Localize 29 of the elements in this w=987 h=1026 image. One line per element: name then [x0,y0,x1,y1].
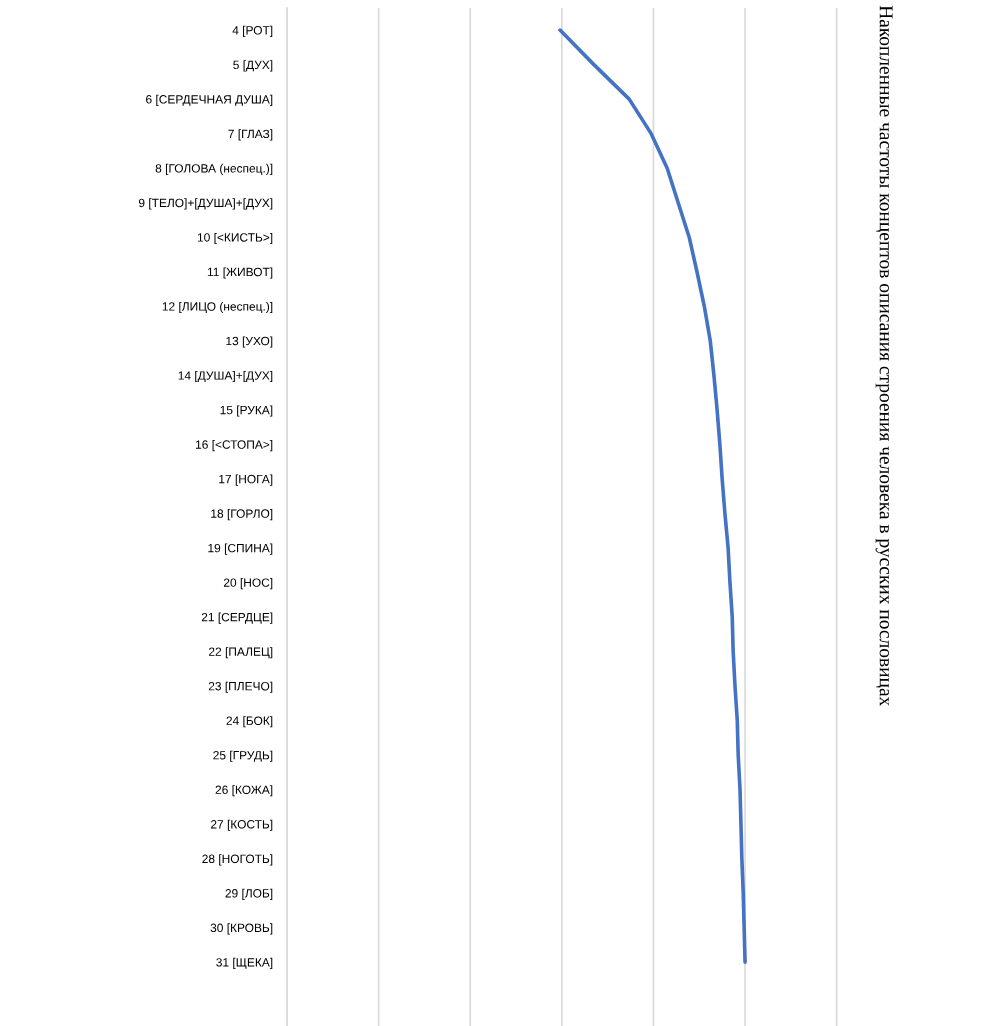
y-tick-label: 16 [<СТОПА>] [196,440,273,452]
y-tick-label: 5 [ДУХ] [233,60,273,72]
y-tick-label: 26 [КОЖА] [215,785,273,797]
y-tick-label: 15 [РУКА] [220,405,273,417]
y-tick-label: 14 [ДУША]+[ДУХ] [178,370,273,383]
y-tick-label: 20 [НОС] [223,578,273,590]
y-tick-label: 6 [СЕРДЕЧНАЯ ДУША] [146,94,273,106]
y-tick-label: 23 [ПЛЕЧО] [208,681,273,693]
y-tick-label: 19 [СПИНА] [208,543,273,555]
text: Накопленные частоты концептов описания строения человека в русских пословицах [875,5,893,707]
y-tick-label: 21 [СЕРДЦЕ] [201,612,273,624]
y-tick-label: 17 [НОГА] [219,474,273,486]
y-tick-label: 18 [ГОРЛО] [211,509,273,521]
y-tick-label: 11 [ЖИВОТ] [207,267,273,279]
y-tick-label: 29 [ЛОБ] [225,888,273,900]
y-tick-label: 24 [БОК] [226,716,273,728]
y-tick-label: 8 [ГОЛОВА (неспец.)] [155,163,273,175]
y-tick-label: 28 [НОГОТЬ] [202,854,273,866]
y-tick-label: 27 [КОСТЬ] [211,819,273,831]
y-tick-label: 30 [КРОВЬ] [210,923,273,935]
y-tick-label: 9 [ТЕЛО]+[ДУША]+[ДУХ] [138,198,273,210]
y-tick-label: 31 [ЩЕКА] [216,957,273,969]
y-tick-label: 13 [УХО] [226,336,273,348]
y-tick-label: 12 [ЛИЦО (неспец.)] [162,301,273,314]
y-tick-label: 25 [ГРУДЬ] [213,750,273,762]
y-tick-label: 10 [<КИСТЬ>] [197,232,273,245]
y-tick-label: 7 [ГЛАЗ] [228,129,273,141]
y-tick-label: 22 [ПАЛЕЦ] [209,647,273,659]
y-tick-label: 4 [РОТ] [232,25,273,37]
